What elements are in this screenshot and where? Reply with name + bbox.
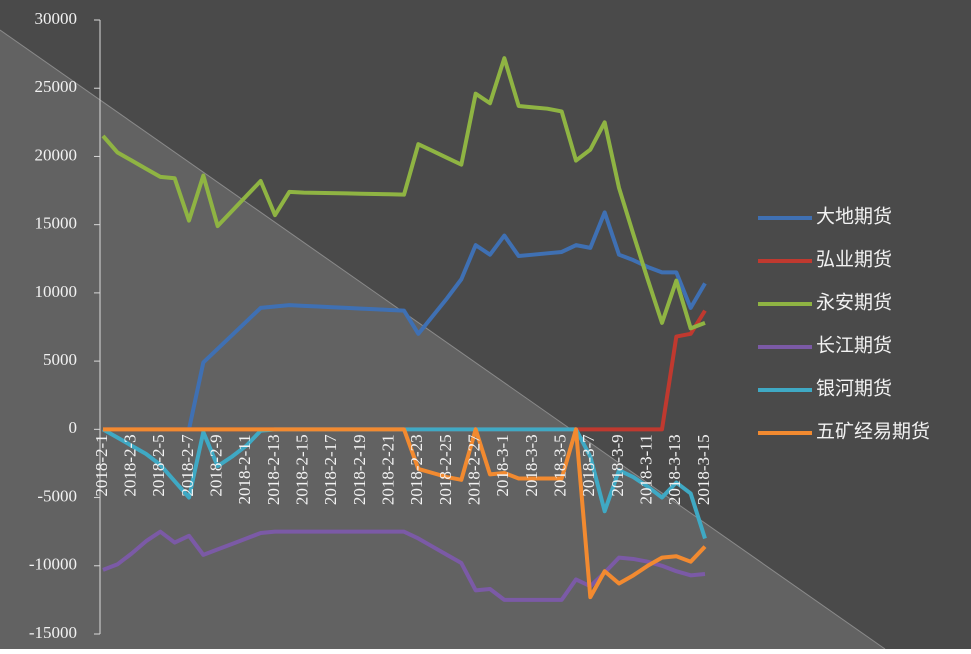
legend-label: 大地期货 [816, 205, 892, 227]
x-tick-label: 2018-2-7 [178, 434, 197, 497]
x-tick-label: 2018-2-19 [350, 434, 369, 505]
legend-label: 弘业期货 [816, 248, 892, 270]
x-tick-label: 2018-2-5 [149, 434, 168, 496]
x-tick-label: 2018-2-25 [436, 434, 455, 505]
y-tick-label: -15000 [29, 623, 77, 642]
legend-label: 长江期货 [816, 334, 892, 356]
series-line [101, 56, 706, 331]
y-tick-label: 0 [69, 418, 78, 437]
legend-label: 银河期货 [816, 377, 892, 399]
background-edge [0, 29, 886, 650]
x-tick-label: 2018-2-9 [207, 434, 226, 496]
y-tick-label: -10000 [29, 555, 77, 574]
x-tick-label: 2018-3-5 [551, 434, 570, 496]
y-tick-label: 30000 [35, 9, 78, 28]
x-tick-label: 2018-2-17 [321, 434, 340, 505]
x-tick-label: 2018-3-3 [522, 434, 541, 496]
legend-label: 永安期货 [816, 291, 892, 313]
x-tick-label: 2018-3-9 [608, 434, 627, 496]
x-tick-label: 2018-2-15 [293, 434, 312, 505]
x-tick-label: 2018-2-21 [379, 434, 398, 505]
x-tick-label: 2018-2-1 [92, 434, 111, 496]
series-line [103, 427, 707, 600]
x-tick-label: 2018-2-3 [121, 434, 140, 496]
y-tick-label: -5000 [37, 486, 77, 505]
y-tick-label: 15000 [35, 214, 78, 233]
y-tick-label: 10000 [35, 282, 78, 301]
x-tick-label: 2018-3-1 [493, 434, 512, 496]
x-tick-label: 2018-2-27 [465, 434, 484, 505]
x-tick-label: 2018-2-13 [264, 434, 283, 505]
x-tick-label: 2018-3-15 [694, 434, 713, 505]
x-tick-label: 2018-3-11 [637, 434, 656, 504]
y-tick-label: 20000 [35, 145, 78, 164]
series-line [103, 210, 707, 432]
x-tick-label: 2018-2-23 [407, 434, 426, 505]
y-tick-label: 5000 [43, 350, 77, 369]
x-tick-label: 2018-3-13 [665, 434, 684, 505]
y-tick-label: 25000 [35, 77, 78, 96]
legend-label: 五矿经易期货 [816, 420, 930, 442]
x-tick-label: 2018-2-11 [235, 434, 254, 504]
x-tick-label: 2018-3-7 [579, 434, 598, 497]
